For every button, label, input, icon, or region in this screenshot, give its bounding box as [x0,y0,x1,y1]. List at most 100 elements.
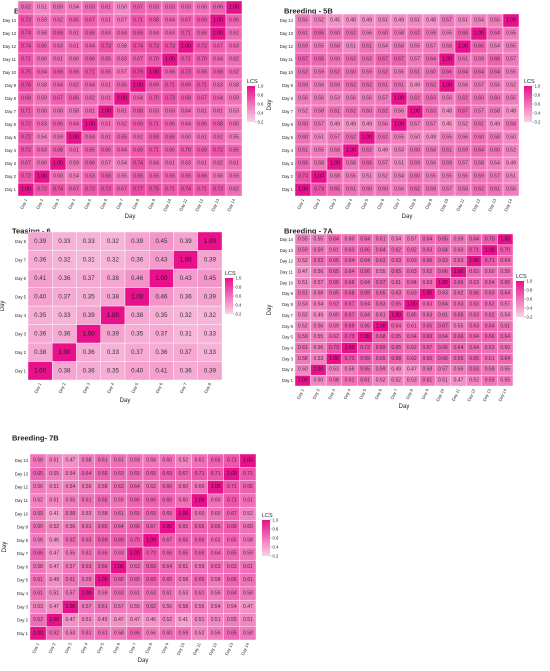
cell-value: 0.36 [155,349,168,356]
cell-value: 0.63 [181,5,191,11]
cell-value: 0.63 [438,291,448,297]
cell-value: 0.65 [422,323,432,329]
cell-value: 0.63 [211,564,221,570]
legend-tick-label: 0.6 [258,102,264,107]
cell-value: 0.36 [34,330,47,337]
cell-value: 0.39 [204,293,217,300]
cell-value: 0.70 [149,57,159,63]
cell-value: 0.64 [500,356,510,362]
legend-title: LCS [524,79,535,85]
cell-value: 0.73 [101,187,111,193]
x-tick-label: Day 12 [208,641,218,656]
cell-value: 0.50 [410,135,420,141]
cell-value: 0.64 [149,31,159,37]
cell-value: 0.64 [181,122,191,128]
cell-value: 0.48 [346,18,356,24]
cell-value: 0.52 [195,630,205,636]
cell-value: 0.56 [378,122,388,128]
cell-value: 0.59 [298,44,308,50]
cell-value: 1.00 [391,312,401,318]
y-tick-label: Day 12 [3,44,17,49]
cell-value: 0.66 [98,564,108,570]
cell-value: 1.00 [330,161,340,167]
cell-value: 0.59 [410,161,420,167]
cell-value: 0.64 [422,236,432,242]
cell-value: 0.56 [211,630,221,636]
y-tick-label: Day 11 [3,57,17,62]
cell-value: 0.65 [227,630,237,636]
y-tick-label: Day 1 [5,187,17,192]
cell-value: 0.59 [474,57,484,63]
cell-value: 0.58 [178,577,188,583]
cell-value: 0.59 [330,83,340,89]
cell-value: 0.73 [181,70,191,76]
cell-value: 0.68 [133,109,143,115]
x-tick-label: Day 11 [451,387,461,401]
cell-value: 1.00 [438,280,448,286]
cell-value: 0.50 [313,378,323,384]
cell-value: 0.62 [298,70,308,76]
cell-value: 0.52 [376,378,386,384]
cell-value: 0.60 [162,630,172,636]
cell-value: 0.66 [211,524,221,530]
y-tick-label: Day 10 [15,511,29,516]
cell-value: 0.55 [314,148,324,154]
x-tick-label: Day 7 [392,197,401,210]
cell-value: 0.54 [227,604,237,610]
cell-value: 0.71 [149,148,159,154]
x-tick-label: Day 6 [154,381,163,394]
cell-value: 0.39 [34,238,47,245]
cell-value: 0.65 [360,367,370,373]
cell-value: 0.63 [469,367,479,373]
cell-value: 0.63 [485,291,495,297]
cell-value: 0.62 [213,161,223,167]
cell-value: 0.64 [181,109,191,115]
cell-value: 0.63 [407,291,417,297]
legend-tick-label: 0.6 [535,102,541,107]
x-tick-label: Day 6 [374,387,383,400]
cell-value: 1.00 [442,57,452,63]
cell-value: 0.64 [117,148,127,154]
cell-value: 0.62 [454,291,464,297]
y-tick-label: Day 12 [280,259,294,264]
cell-value: 0.51 [49,591,59,597]
cell-value: 0.57 [500,302,510,308]
cell-value: 0.61 [101,5,111,11]
cell-value: 0.56 [146,630,156,636]
cell-value: 0.55 [117,174,127,180]
cell-value: 0.50 [298,367,308,373]
cell-value: 0.61 [243,564,253,570]
cell-value: 0.59 [426,31,436,37]
cell-value: 0.73 [329,345,339,351]
cell-value: 0.63 [454,258,464,264]
cell-value: 0.63 [82,564,92,570]
cell-value: 0.69 [360,356,370,362]
cell-value: 0.58 [33,458,43,464]
panel-title: Teasing - 6 [12,227,51,236]
cell-value: 0.61 [101,18,111,24]
cell-value: 0.61 [298,31,308,37]
cell-value: 1.00 [49,617,59,623]
cell-value: 0.49 [426,135,436,141]
cell-value: 1.00 [213,31,223,37]
x-tick-label: Day 14 [226,197,236,212]
cell-value: 0.63 [469,312,479,318]
cell-value: 1.00 [474,31,484,37]
x-tick-label: Day 7 [179,381,188,394]
cell-value: 0.60 [181,135,191,141]
cell-value: 0.51 [410,18,420,24]
cell-value: 0.67 [458,109,468,115]
x-tick-label: Day 5 [83,197,92,210]
cell-value: 0.38 [34,349,47,356]
x-tick-label: Day 9 [424,197,433,210]
x-tick-label: Day 7 [389,387,398,400]
cell-value: 0.56 [394,187,404,193]
cell-value: 0.55 [313,334,323,340]
cell-value: 0.63 [485,345,495,351]
cell-value: 0.61 [82,524,92,530]
cell-value: 0.58 [330,148,340,154]
cell-value: 0.51 [298,280,308,286]
cell-value: 0.63 [114,551,124,557]
cell-value: 0.66 [98,471,108,477]
cell-value: 0.59 [458,148,468,154]
